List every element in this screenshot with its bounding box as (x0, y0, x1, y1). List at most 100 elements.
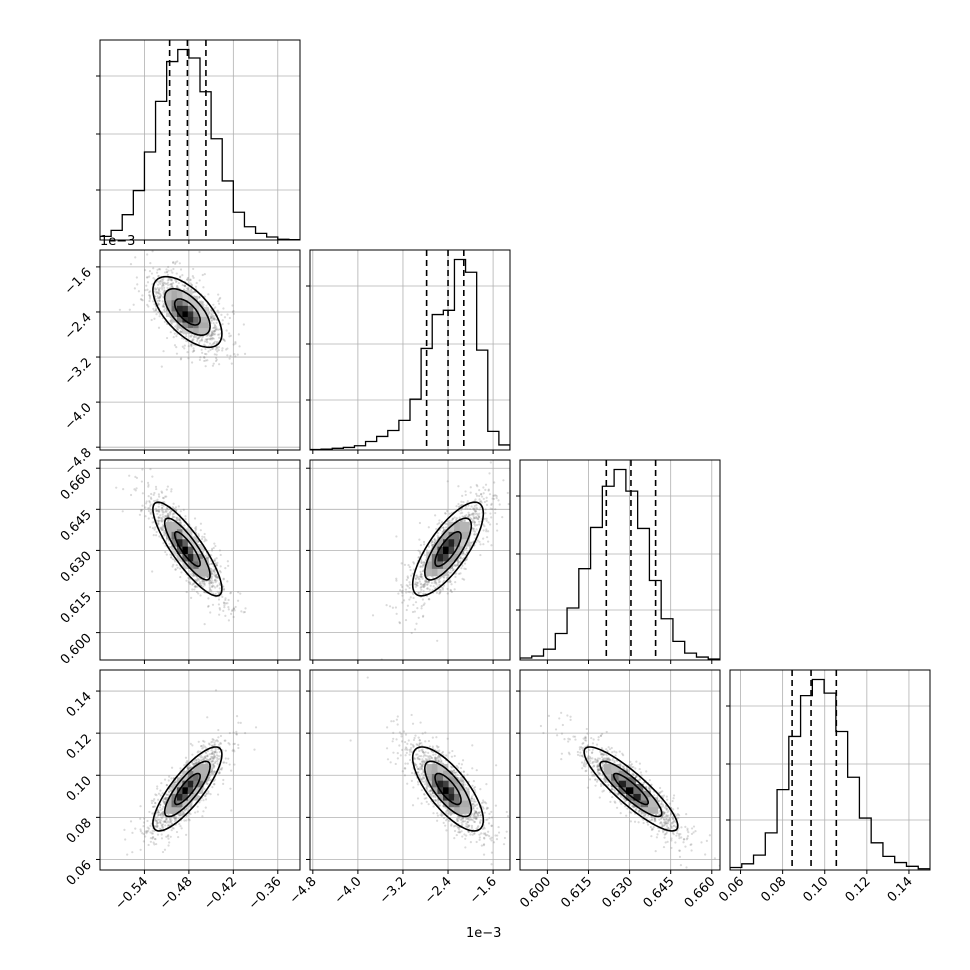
density-cell (437, 770, 448, 781)
density-blocks (166, 764, 209, 814)
density-cell (431, 544, 442, 555)
axes-frame (729, 669, 931, 871)
density-cell (437, 764, 448, 775)
density-cell (448, 551, 459, 562)
contour-0 (173, 772, 201, 806)
density-cell (448, 777, 459, 788)
density-cell (187, 790, 198, 801)
density-cell (431, 558, 442, 569)
density-cell (459, 790, 470, 801)
density-cell (166, 521, 177, 532)
x-tick-label-0-0: −0.54 (112, 874, 151, 913)
density-cell (193, 770, 204, 781)
density-cell (182, 544, 193, 555)
y-tick-label-3-0: 0.06 (64, 858, 95, 889)
axes-frame (99, 39, 301, 241)
x-tick-label-0-2: −0.42 (201, 874, 240, 913)
density-cell (198, 558, 209, 569)
density-cell (166, 803, 177, 814)
histogram-panel-1 (306, 249, 511, 454)
density-cell (193, 312, 204, 323)
density-cell (171, 544, 182, 555)
density-cell (193, 764, 204, 775)
density-cell (454, 544, 465, 555)
density-cell (187, 777, 198, 788)
density-cell (171, 529, 182, 540)
density-cell (648, 797, 659, 808)
density-cell (443, 551, 454, 562)
density-cell (176, 536, 187, 547)
density-cell (426, 770, 437, 781)
density-cell (166, 295, 177, 306)
density-cell (459, 797, 470, 808)
y-offset-label: 1e−3 (100, 234, 135, 249)
contours (583, 746, 679, 832)
x-tick-label-3-0: 0.06 (716, 874, 747, 905)
density-cell (198, 312, 209, 323)
density-cell (182, 529, 193, 540)
density-cell (454, 803, 465, 814)
x-tick-label-1-3: −2.4 (422, 874, 455, 907)
density-cell (454, 790, 465, 801)
density-cell (448, 783, 459, 794)
x-tick-label-3-3: 0.12 (843, 874, 874, 905)
contour-1 (163, 287, 211, 336)
density-cell (431, 764, 442, 775)
contours (152, 501, 223, 597)
y-tick-label-2-1: 0.615 (58, 590, 95, 627)
density-cell (459, 536, 470, 547)
x-tick-label-1-2: −3.2 (377, 874, 410, 907)
density-cell (448, 803, 459, 814)
density-cell (459, 521, 470, 532)
contour-2 (152, 746, 223, 832)
density-blocks (166, 521, 209, 577)
density-cell (176, 790, 187, 801)
y-tick-label-3-3: 0.12 (64, 731, 95, 762)
x-tick-label-2-3: 0.645 (641, 874, 678, 911)
gridlines (100, 670, 300, 870)
x-tick-label-2-2: 0.630 (599, 874, 636, 911)
density-cell (166, 290, 177, 301)
density-cell (193, 783, 204, 794)
histogram-line (520, 468, 720, 660)
density-cell (437, 551, 448, 562)
axes-frame (309, 249, 511, 451)
x-tick-label-2-1: 0.615 (558, 874, 595, 911)
density-cell (187, 536, 198, 547)
density-cell (182, 770, 193, 781)
y-tick-label-2-0: 0.600 (58, 631, 95, 668)
density-cell (437, 536, 448, 547)
density-cell (182, 323, 193, 334)
y-tick-label-3-2: 0.10 (64, 773, 95, 804)
contours (152, 275, 223, 349)
density-cell (171, 312, 182, 323)
contour-1 (163, 517, 211, 581)
density-cell (448, 790, 459, 801)
density-cell (426, 764, 437, 775)
y-tick-label-3-4: 0.14 (64, 689, 95, 720)
histogram-panel-2 (516, 459, 721, 664)
contour-0 (612, 772, 649, 806)
y-tick-label-1-3: −2.4 (62, 310, 95, 343)
density-cell (171, 290, 182, 301)
density-cell (182, 290, 193, 301)
density-cell (443, 777, 454, 788)
x-tick-label-3-2: 0.10 (800, 874, 831, 905)
density-cell (187, 295, 198, 306)
x-tick-label-0-1: −0.48 (157, 874, 196, 913)
density-cell (166, 306, 177, 317)
x-tick-label-1-1: −4.0 (332, 874, 365, 907)
contour-1 (423, 517, 473, 581)
histogram-panel-3 (726, 669, 931, 874)
y-tick-label-1-4: −1.6 (62, 265, 95, 298)
density-cell (454, 521, 465, 532)
contour-2 (152, 501, 223, 597)
y-tick-label-1-1: −4.0 (62, 400, 95, 433)
density-cell (426, 558, 437, 569)
x-tick-label-3-1: 0.08 (758, 874, 789, 905)
density-cell (431, 783, 442, 794)
contour-0 (173, 298, 201, 326)
gridlines (310, 250, 510, 450)
density-cell (437, 790, 448, 801)
